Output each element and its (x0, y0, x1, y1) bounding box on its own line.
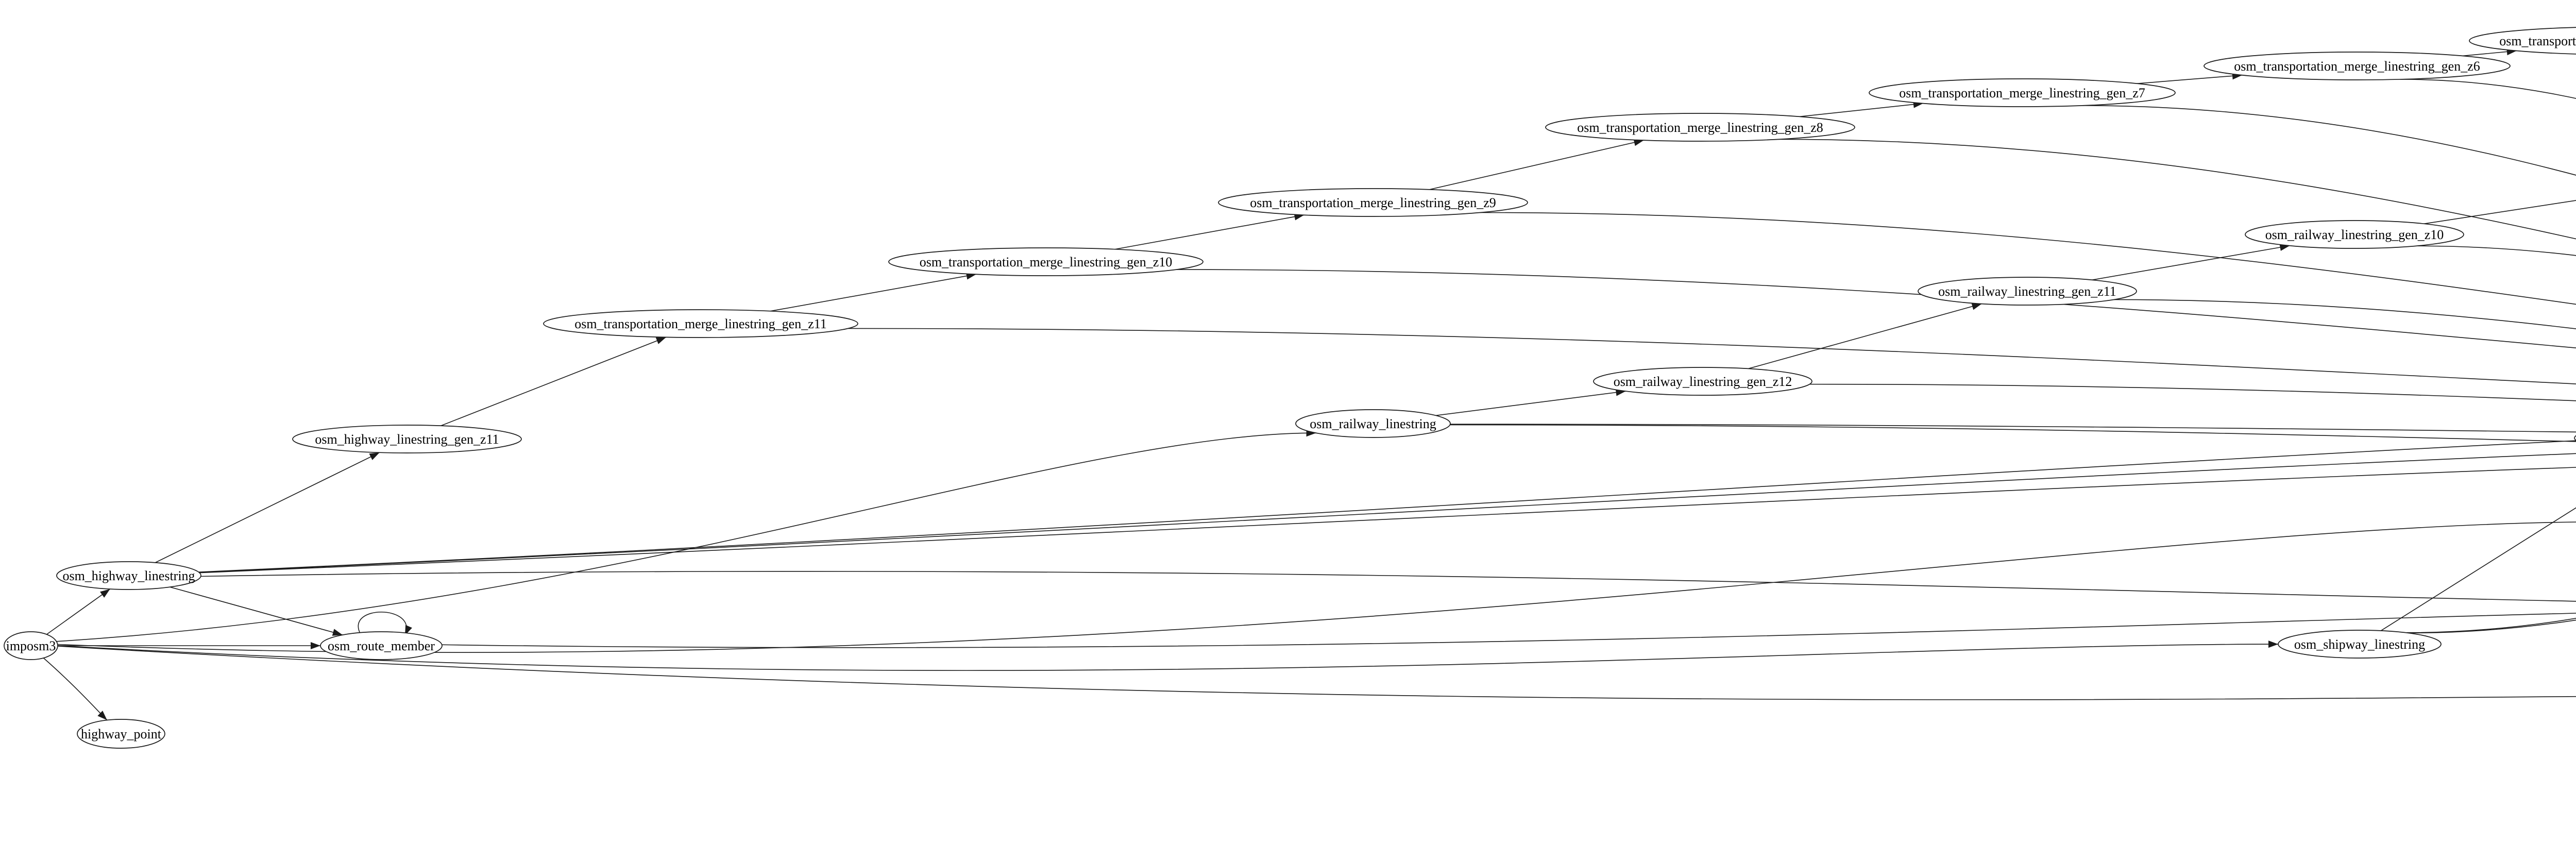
node-highway_point: highway_point (77, 719, 165, 749)
node-ellipse-sz12 (2574, 435, 2576, 441)
node-hlw11: osm_highway_linestring_gen_z11 (292, 425, 522, 453)
edge-imposm3-to-alw (57, 521, 2576, 653)
node-ellipse-mz7 (1869, 78, 2176, 107)
edge-rlw-to-z14+ (1450, 424, 2576, 442)
edge-layer (43, 48, 2576, 721)
node-ellipse-rlw (1295, 409, 1451, 438)
node-ellipse-hlw11 (292, 425, 522, 453)
edge-mz8-to-mz7 (1799, 100, 1923, 117)
node-ellipse-mz9 (1218, 188, 1528, 217)
edge-rz12-to-rz11 (1748, 302, 1982, 369)
edge-mz7-to-mz6 (2137, 72, 2243, 84)
edge-route_member-to-route_member (358, 612, 412, 636)
node-rz11: osm_railway_linestring_gen_z11 (1918, 277, 2137, 306)
edge-slw-to-sz12 (2380, 507, 2576, 631)
node-label-hlw11: osm_highway_linestring_gen_z11 (315, 432, 499, 447)
edge-hlw-to-z13 (199, 453, 2576, 573)
node-label-mz6: osm_transportation_merge_linestring_gen_… (2234, 59, 2480, 74)
edge-rz11-to-z11 (2113, 299, 2576, 329)
node-rz10: osm_railway_linestring_gen_z10 (2245, 220, 2464, 249)
edge-mz11-to-z11 (848, 328, 2576, 384)
node-mz9: osm_transportation_merge_linestring_gen_… (1218, 188, 1528, 217)
node-ellipse-rz10 (2245, 220, 2464, 249)
node-label-mz7: osm_transportation_merge_linestring_gen_… (1899, 86, 2145, 100)
node-mz8: osm_transportation_merge_linestring_gen_… (1545, 113, 1855, 142)
edge-mz9-to-mz8 (1429, 139, 1644, 190)
edge-rz12-to-z12 (1809, 383, 2576, 401)
node-ellipse-mz5 (2469, 27, 2576, 55)
node-slw: osm_shipway_linestring (2278, 630, 2442, 659)
node-mz5: osm_transportation_merge_linestring_gen_… (2469, 27, 2576, 55)
edge-imposm3-to-rlw (56, 429, 1316, 642)
node-rz12: osm_railway_linestring_gen_z12 (1593, 367, 1812, 396)
edge-imposm3-to-slw (57, 641, 2279, 671)
node-hlw: osm_highway_linestring (56, 561, 201, 590)
node-label-highway_point: highway_point (81, 727, 162, 742)
node-ellipse-route_member (320, 631, 443, 660)
node-ellipse-mz8 (1545, 113, 1855, 142)
node-mz6: osm_transportation_merge_linestring_gen_… (2204, 52, 2511, 80)
node-label-mz11: osm_transportation_merge_linestring_gen_… (574, 316, 827, 331)
edge-mz7-to-z7 (2082, 105, 2576, 176)
edge-imposm3-to-hpoly (57, 646, 2576, 700)
edge-rz10-to-z10 (2416, 245, 2576, 256)
edge-mz9-to-z9 (1480, 212, 2576, 305)
edge-mz11-to-mz10 (770, 272, 977, 312)
node-ellipse-mz11 (543, 309, 858, 338)
edge-hlw-to-route_member (170, 586, 343, 636)
edge-route_member-to-tnn (442, 613, 2576, 648)
edge-slw-to-z14+ (2408, 619, 2576, 634)
node-label-slw: osm_shipway_linestring (2294, 637, 2425, 652)
edge-rlw-to-z13 (1450, 424, 2576, 433)
edge-slw-to-z13 (2405, 618, 2576, 633)
node-label-mz5: osm_transportation_merge_linestring_gen_… (2499, 33, 2576, 48)
edge-imposm3-to-hlw (46, 588, 111, 635)
node-ellipse-rz12 (1593, 367, 1812, 396)
edge-hlw-to-tnn (200, 570, 2576, 602)
node-label-rlw: osm_railway_linestring (1310, 416, 1436, 431)
node-label-rz10: osm_railway_linestring_gen_z10 (2265, 227, 2444, 242)
node-imposm3: imposm3 (4, 631, 58, 660)
edge-rz11-to-rz10 (2092, 244, 2290, 281)
edge-hlw-to-hlw11 (155, 452, 380, 563)
node-ellipse-mz6 (2204, 52, 2511, 80)
node-route_member: osm_route_member (320, 631, 443, 660)
node-label-mz8: osm_transportation_merge_linestring_gen_… (1577, 120, 1823, 135)
node-layer: imposm3 highway_point osm_route_member osm_… (4, 27, 2576, 749)
edge-rz10-to-rz9 (2424, 200, 2576, 225)
edge-mz10-to-z10 (1176, 269, 2576, 349)
edge-mz8-to-z8 (1778, 139, 2576, 240)
node-label-hlw: osm_highway_linestring (62, 568, 195, 583)
edge-mz6-to-mz5 (2463, 48, 2517, 57)
node-label-rz11: osm_railway_linestring_gen_z11 (1938, 284, 2116, 299)
edge-hlw-to-z14+ (199, 467, 2576, 574)
node-mz11: osm_transportation_merge_linestring_gen_… (543, 309, 858, 338)
node-sz12: osm_shipway_linestring_gen_z12 (2574, 435, 2576, 441)
node-mz10: osm_transportation_merge_linestring_gen_… (888, 247, 1204, 276)
node-label-route_member: osm_route_member (328, 638, 435, 653)
edge-mz6-to-z6 (2400, 79, 2576, 99)
node-ellipse-mz10 (888, 247, 1204, 276)
edge-imposm3-to-highway_point (43, 658, 108, 721)
edge-rlw-to-rz12 (1436, 389, 1626, 416)
node-label-imposm3: imposm3 (6, 638, 56, 653)
edge-mz10-to-mz9 (1114, 213, 1304, 250)
node-label-rz12: osm_railway_linestring_gen_z12 (1614, 374, 1792, 389)
node-ellipse-rz11 (1918, 277, 2137, 306)
node-ellipse-slw (2278, 630, 2442, 659)
node-ellipse-hlw (56, 561, 201, 590)
node-label-mz10: osm_transportation_merge_linestring_gen_… (920, 255, 1173, 270)
edge-hlw11-to-mz11 (440, 336, 667, 426)
node-rlw: osm_railway_linestring (1295, 409, 1451, 438)
node-label-mz9: osm_transportation_merge_linestring_gen_… (1250, 195, 1496, 210)
node-ellipse-imposm3 (4, 631, 58, 660)
edge-hlw-to-z12 (198, 440, 2576, 573)
node-ellipse-highway_point (77, 719, 165, 749)
node-mz7: osm_transportation_merge_linestring_gen_… (1869, 78, 2176, 107)
